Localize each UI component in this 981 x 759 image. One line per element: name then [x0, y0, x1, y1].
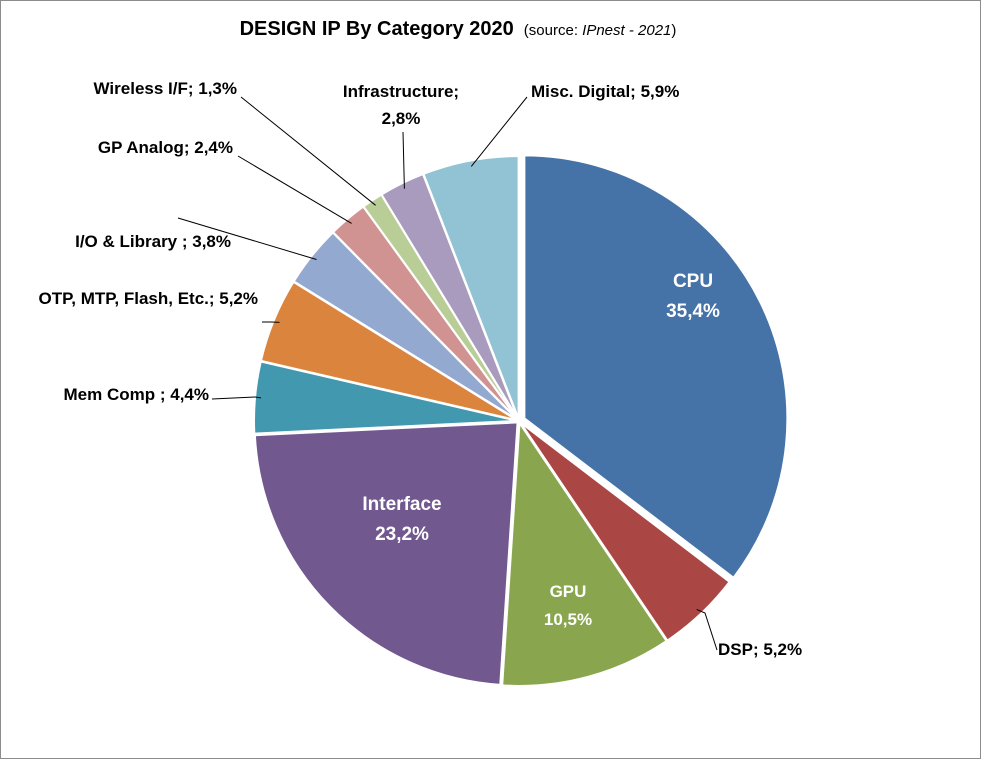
- slice-label-infrastructure: Infrastructure;: [343, 82, 459, 101]
- slice-value-interface: 23,2%: [375, 524, 429, 545]
- slice-name-wireless-i-f: Wireless I/F;: [94, 79, 199, 98]
- subtitle-prefix: (source:: [523, 22, 578, 39]
- slice-name-otp-mtp-flash-etc: OTP, MTP, Flash, Etc.;: [39, 289, 220, 308]
- slice-value-gp-analog: 2,4%: [194, 138, 233, 157]
- slice-name-gp-analog: GP Analog;: [98, 138, 194, 157]
- pie-slice-cpu: [523, 154, 789, 580]
- slice-label-wireless-i-f: Wireless I/F; 1,3%: [94, 79, 237, 98]
- slice-label-otp-mtp-flash-etc: OTP, MTP, Flash, Etc.; 5,2%: [39, 289, 259, 308]
- pie-slice-gpu: [501, 419, 668, 687]
- pie-slice-interface: [253, 421, 519, 686]
- slice-label-dsp: DSP; 5,2%: [718, 640, 802, 659]
- slice-value-gpu: 10,5%: [544, 610, 592, 629]
- slice-value-mem-comp: 4,4%: [170, 385, 209, 404]
- leader-line-infrastructure: [402, 131, 405, 189]
- slice-name-i-o-library: I/O & Library ;: [75, 232, 192, 251]
- slice-value-dsp: 5,2%: [763, 640, 802, 659]
- subtitle-suffix: ): [671, 22, 677, 39]
- slice-value-infrastructure: 2,8%: [382, 109, 421, 128]
- chart-title: DESIGN IP By Category 2020: [239, 18, 514, 40]
- slice-label-gpu: GPU: [550, 582, 587, 601]
- slice-value-wireless-i-f: 1,3%: [198, 79, 237, 98]
- pie-slice-misc-digital: [422, 155, 520, 420]
- slice-value-cpu: 35,4%: [666, 301, 720, 322]
- leader-line-wireless-i-f: [240, 96, 376, 206]
- slice-value-misc-digital: 5,9%: [641, 82, 680, 101]
- chart-title-block: DESIGN IP By Category 2020 (source: IPnes…: [0, 18, 916, 41]
- slice-value-i-o-library: 3,8%: [192, 232, 231, 251]
- slice-label-cpu: CPU: [673, 271, 713, 292]
- slice-name-misc-digital: Misc. Digital;: [531, 82, 641, 101]
- leader-line-gp-analog: [237, 155, 352, 224]
- slice-label-misc-digital: Misc. Digital; 5,9%: [531, 82, 679, 101]
- slice-value-otp-mtp-flash-etc: 5,2%: [219, 289, 258, 308]
- slice-name-mem-comp: Mem Comp ;: [64, 385, 171, 404]
- leader-line-mem-comp: [211, 396, 262, 400]
- slice-label-interface: Interface: [362, 494, 441, 515]
- slice-label-i-o-library: I/O & Library ; 3,8%: [75, 232, 231, 251]
- slice-name-dsp: DSP;: [718, 640, 763, 659]
- slice-label-gp-analog: GP Analog; 2,4%: [98, 138, 233, 157]
- subtitle-source: IPnest - 2021: [582, 22, 672, 39]
- leader-line-dsp: [696, 608, 718, 651]
- pie-slice-dsp: [519, 421, 731, 642]
- leader-line-misc-digital: [470, 96, 528, 167]
- leader-line-i-o-library: [177, 217, 317, 260]
- chart-subtitle: (source: IPnest - 2021): [524, 22, 677, 39]
- slice-label-mem-comp: Mem Comp ; 4,4%: [64, 385, 209, 404]
